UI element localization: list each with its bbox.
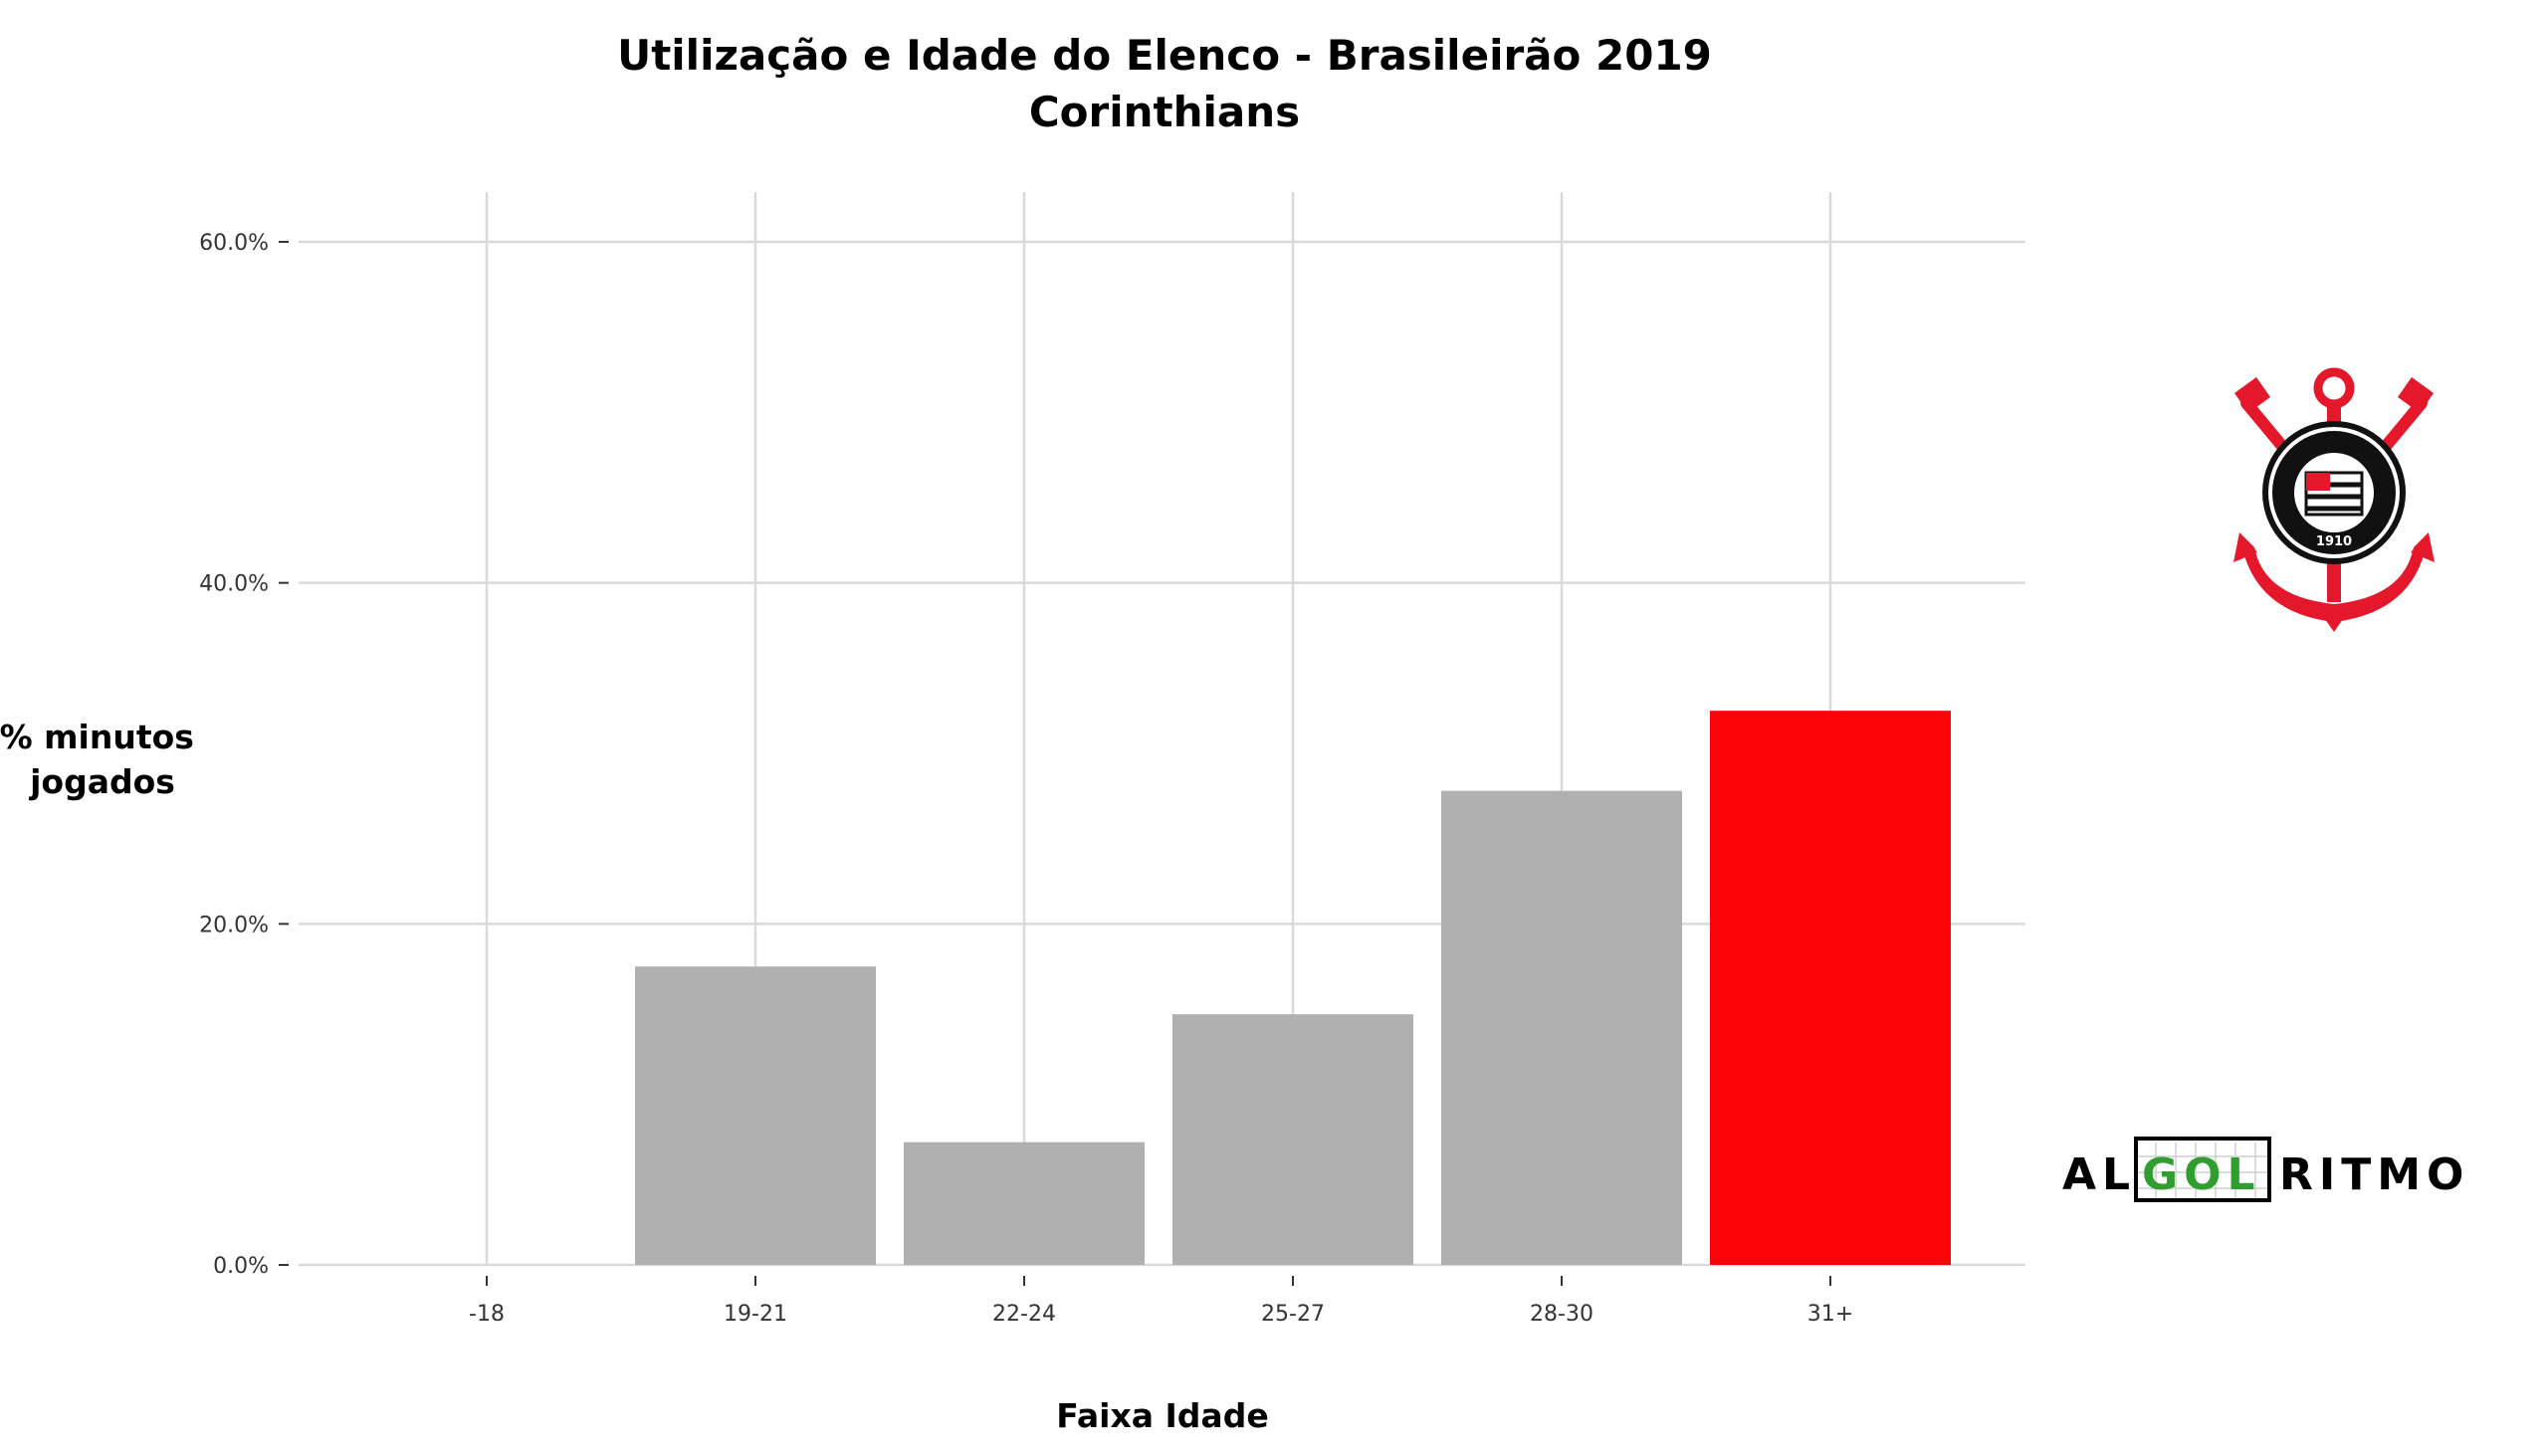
crest-flag-canton <box>2306 473 2330 491</box>
logo-text: AL GOL RITMO <box>2062 1149 2469 1200</box>
x-axis-ticks: -18 19-21 22-24 25-27 28-30 31+ <box>469 1276 1853 1327</box>
crest-anchor-fluke-left <box>2233 532 2257 562</box>
bars <box>635 711 1951 1265</box>
x-tick-label: 19-21 <box>724 1302 787 1327</box>
y-axis-label: % minutos jogados <box>0 718 205 801</box>
y-axis-label-line-1: % minutos <box>0 718 194 756</box>
crest-oar-blade-left <box>2234 377 2270 413</box>
algolritmo-logo: AL GOL RITMO <box>2062 1137 2469 1202</box>
chart-title: Utilização e Idade do Elenco - Brasileir… <box>617 31 1712 80</box>
crest-oar-blade-right <box>2398 377 2434 413</box>
chart-subtitle: Corinthians <box>1029 88 1300 136</box>
crest-anchor-crown <box>2320 612 2348 632</box>
y-axis-ticks: 0.0% 20.0% 40.0% 60.0% <box>199 231 289 1279</box>
y-axis-label-line-2: jogados <box>28 762 175 801</box>
x-tick-label: 31+ <box>1807 1302 1853 1327</box>
x-tick-label: 22-24 <box>992 1302 1056 1327</box>
bar-19-21 <box>635 966 876 1265</box>
y-tick-label: 20.0% <box>199 913 269 937</box>
corinthians-crest: 1910 <box>2233 367 2435 632</box>
crest-anchor-ring <box>2313 367 2355 409</box>
bar-25-27 <box>1172 1014 1413 1265</box>
x-tick-label: 28-30 <box>1530 1302 1593 1327</box>
bar-31+ <box>1710 711 1951 1265</box>
bar-22-24 <box>904 1142 1145 1265</box>
logo-text-gol: GOL <box>2142 1149 2261 1200</box>
crest-year: 1910 <box>2316 534 2352 549</box>
logo-text-al: AL <box>2062 1149 2136 1200</box>
x-tick-label: -18 <box>469 1302 505 1327</box>
x-axis-label: Faixa Idade <box>1056 1396 1268 1435</box>
x-tick-label: 25-27 <box>1261 1302 1325 1327</box>
logo-text-ritmo: RITMO <box>2279 1149 2469 1200</box>
y-tick-label: 60.0% <box>199 231 269 256</box>
logo-goal-frame <box>2134 1137 2271 1202</box>
crest-anchor-fluke-right <box>2411 532 2435 562</box>
y-tick-label: 0.0% <box>213 1254 269 1279</box>
bar-28-30 <box>1441 790 1682 1265</box>
y-tick-label: 40.0% <box>199 572 269 597</box>
crest-anchor-arms <box>2239 532 2429 622</box>
logo-goal-net <box>2138 1143 2267 1198</box>
